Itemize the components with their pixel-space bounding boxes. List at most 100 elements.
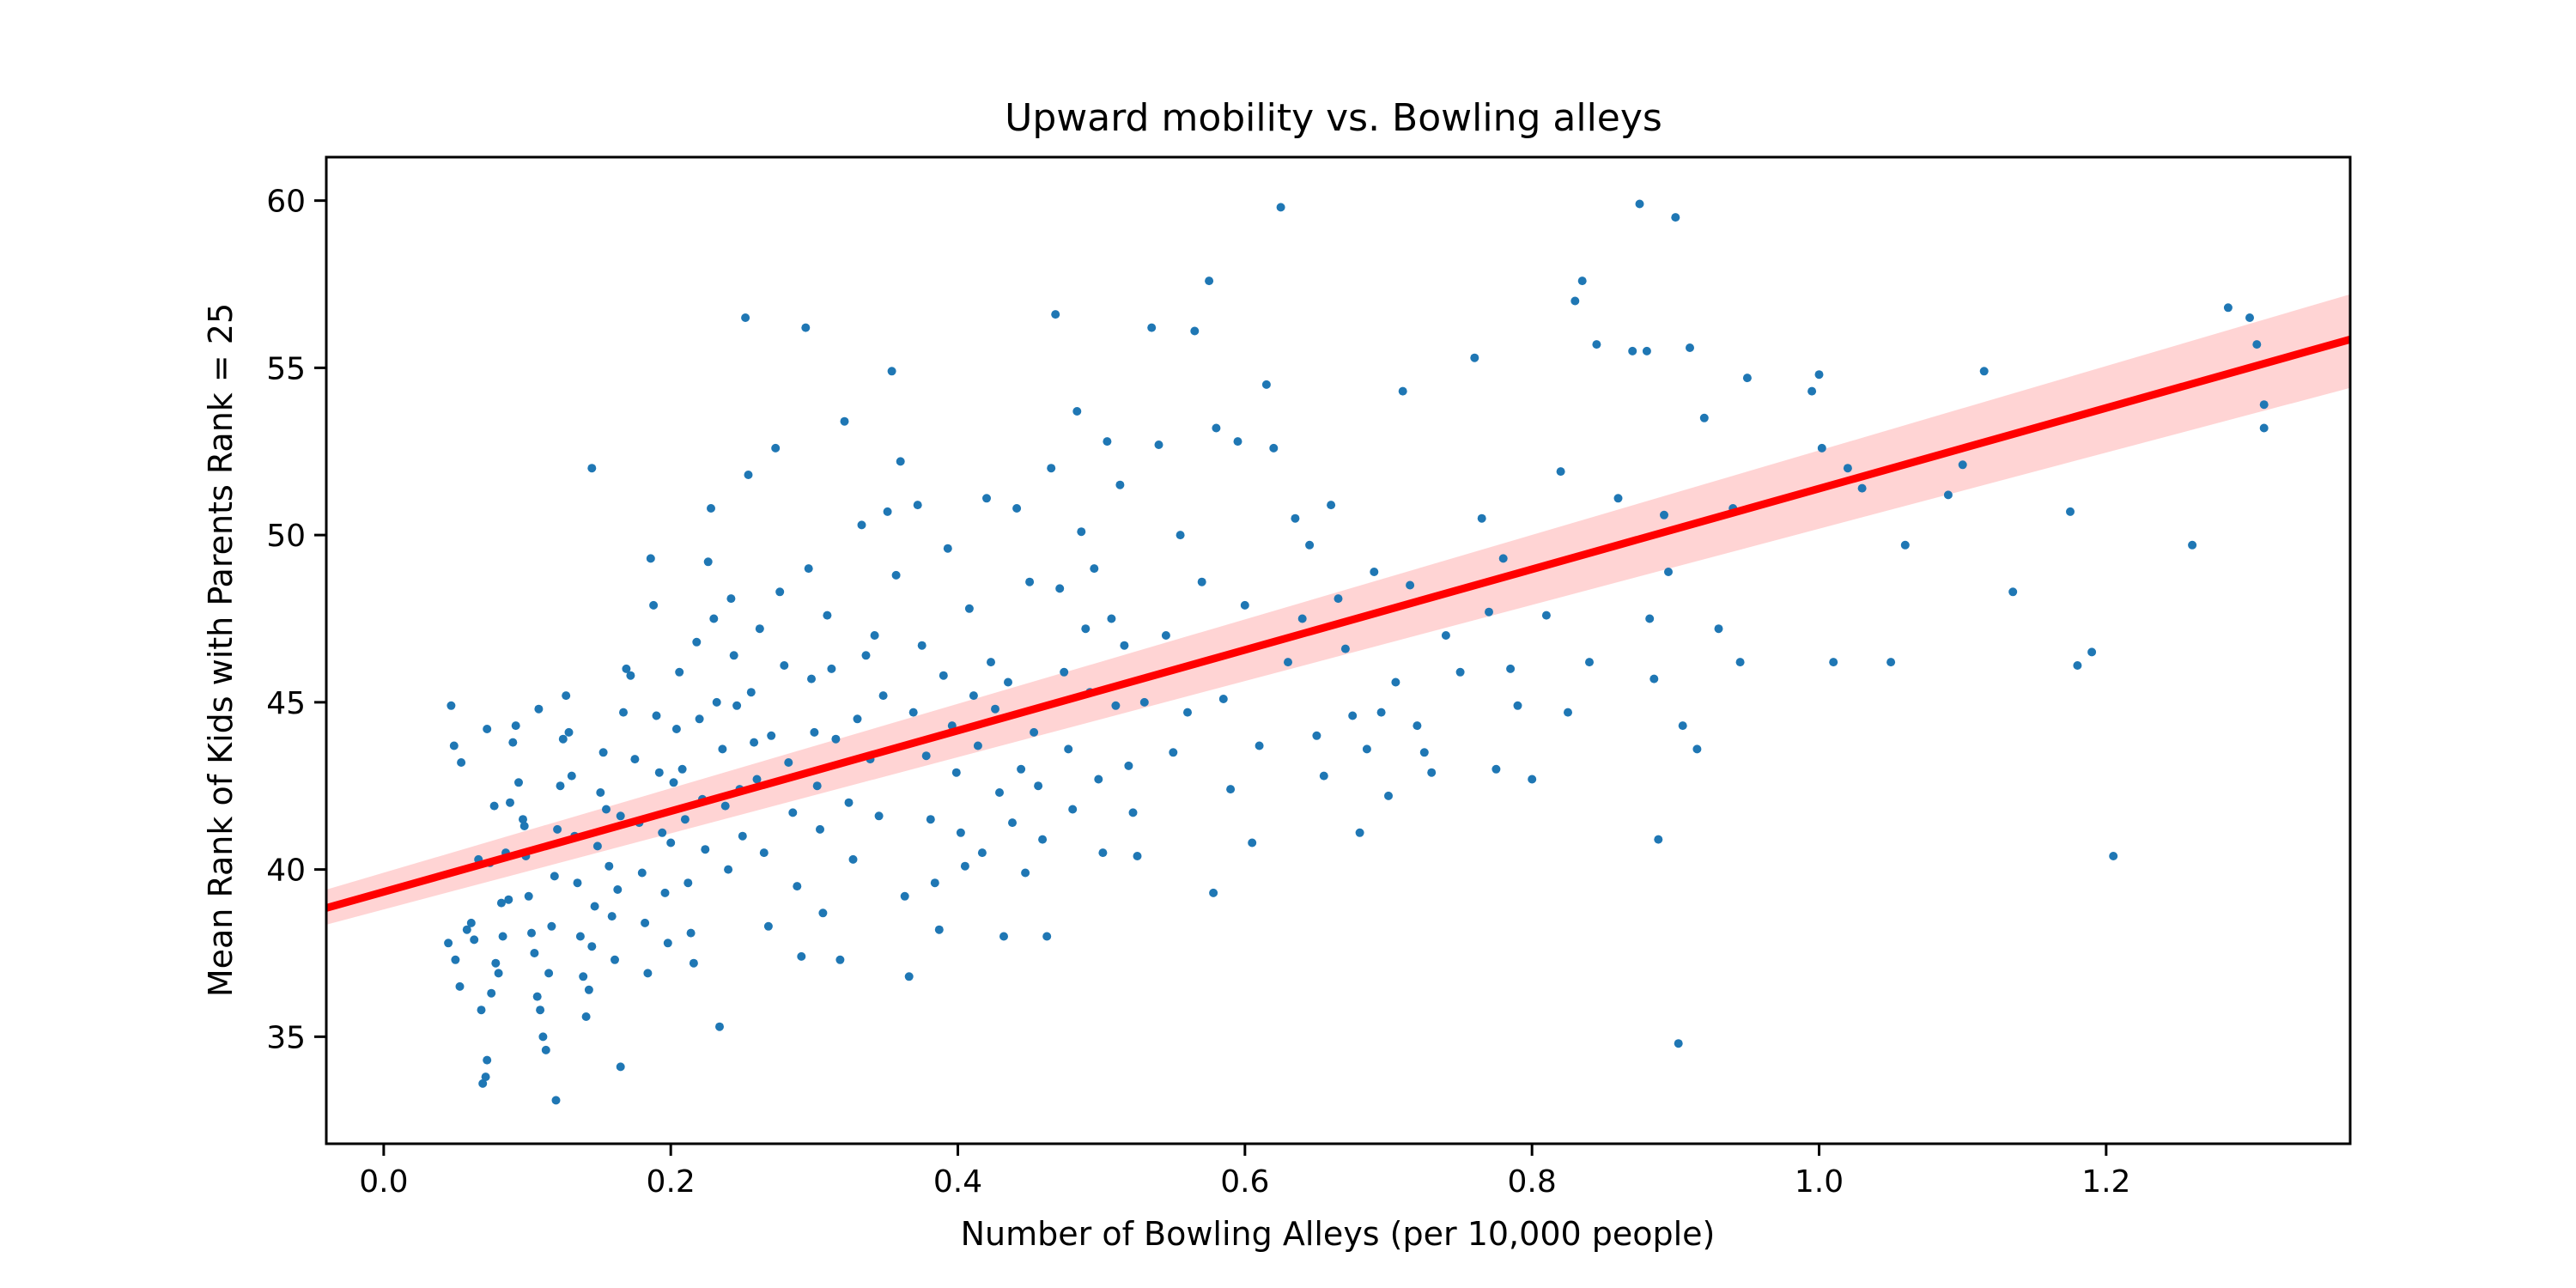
data-point <box>767 731 776 740</box>
data-point <box>917 641 927 650</box>
data-point <box>818 908 828 918</box>
data-point <box>831 734 841 744</box>
data-point <box>1034 781 1043 791</box>
data-point <box>1012 504 1022 513</box>
data-point <box>686 928 696 938</box>
plot-area-frame <box>325 155 2352 1145</box>
data-point <box>1340 644 1350 653</box>
data-point <box>797 951 806 961</box>
data-point <box>926 815 935 824</box>
data-point <box>810 727 819 737</box>
data-point <box>1513 701 1522 710</box>
data-point <box>508 738 518 747</box>
data-point <box>1817 443 1826 453</box>
data-point <box>1571 296 1580 306</box>
data-point <box>771 443 781 453</box>
data-point <box>707 504 715 513</box>
data-point <box>741 313 750 322</box>
data-point <box>746 688 756 697</box>
data-point <box>835 955 845 964</box>
data-point <box>1276 203 1285 212</box>
data-point <box>2066 507 2075 516</box>
data-point <box>483 725 492 733</box>
data-point <box>1674 1039 1683 1048</box>
data-point <box>1261 380 1271 389</box>
data-point <box>598 748 608 757</box>
data-point <box>1886 658 1896 667</box>
data-point <box>1055 584 1065 593</box>
data-point <box>878 691 888 701</box>
data-point <box>658 828 667 837</box>
data-point <box>2109 852 2118 860</box>
data-point <box>1111 701 1121 710</box>
data-point <box>1699 413 1709 422</box>
x-axis-ticks: 0.0 0.2 0.4 0.6 0.8 1.0 1.2 <box>359 1144 2130 1200</box>
data-point <box>519 822 529 830</box>
data-point <box>1714 624 1723 634</box>
data-point <box>1124 761 1133 770</box>
data-point <box>1843 464 1852 473</box>
data-point <box>613 885 623 894</box>
data-point <box>1098 848 1108 858</box>
data-point <box>840 416 849 426</box>
data-point <box>671 725 681 733</box>
data-point <box>759 848 769 858</box>
data-point <box>1391 677 1400 687</box>
data-point <box>1240 600 1249 610</box>
data-point <box>1305 540 1315 550</box>
y-tick-label: 35 <box>266 1020 306 1055</box>
data-point <box>611 955 619 964</box>
data-point <box>447 701 456 710</box>
regression-line-layer <box>325 335 2352 912</box>
data-point <box>908 708 918 717</box>
data-point <box>1398 386 1407 396</box>
data-point <box>652 711 661 720</box>
x-tick-label: 0.6 <box>1220 1164 1269 1200</box>
data-point <box>590 902 599 911</box>
data-point <box>1577 276 1587 286</box>
data-point <box>1348 711 1358 720</box>
data-point <box>462 925 471 934</box>
data-point <box>763 921 773 931</box>
data-point <box>1209 888 1218 897</box>
data-point <box>562 691 571 701</box>
data-point <box>616 1062 625 1072</box>
data-point <box>750 738 759 747</box>
data-point <box>995 788 1004 797</box>
data-point <box>1564 708 1572 717</box>
data-point <box>1094 775 1103 784</box>
data-point <box>999 932 1008 941</box>
data-point <box>816 824 824 834</box>
data-point <box>1107 614 1116 623</box>
data-point <box>2087 647 2097 657</box>
data-point <box>1038 835 1048 844</box>
data-point <box>2259 400 2269 410</box>
data-point <box>1419 748 1429 757</box>
data-point <box>2008 587 2018 597</box>
data-point <box>703 557 713 567</box>
data-point <box>1477 513 1486 523</box>
data-point <box>536 1005 545 1015</box>
data-point <box>544 969 554 978</box>
data-point <box>1139 697 1149 707</box>
data-point <box>551 1096 561 1105</box>
data-point <box>1506 664 1516 673</box>
y-tick-label: 60 <box>266 185 306 220</box>
data-point <box>692 637 702 647</box>
data-point <box>626 671 635 680</box>
data-point <box>607 912 617 921</box>
data-point <box>689 958 698 968</box>
data-point <box>701 845 710 854</box>
data-point <box>1147 323 1157 332</box>
data-point <box>1541 611 1551 620</box>
data-point <box>1355 828 1364 837</box>
x-tick-label: 0.4 <box>933 1164 982 1200</box>
data-point <box>718 744 727 754</box>
data-point <box>1042 932 1052 941</box>
data-point <box>695 714 704 724</box>
data-point <box>1051 310 1060 319</box>
data-point <box>1979 367 1989 376</box>
regression-line <box>325 335 2352 912</box>
data-point <box>1291 513 1300 523</box>
data-point <box>654 768 664 777</box>
